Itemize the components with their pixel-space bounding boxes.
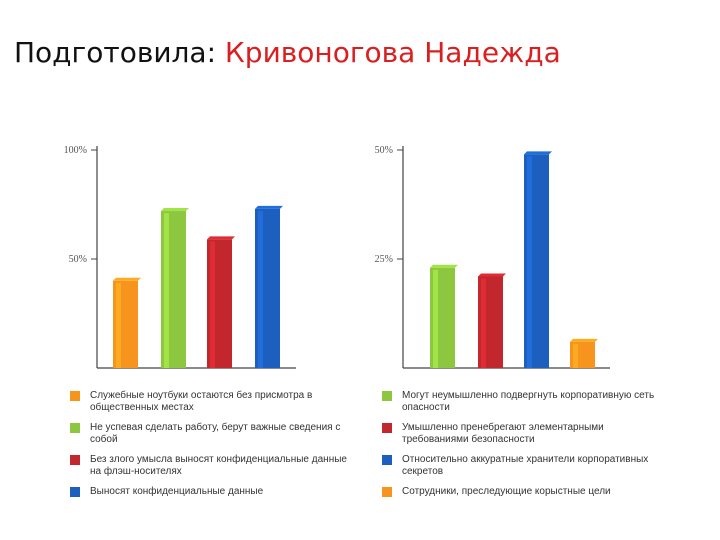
right-bar-top: [570, 338, 598, 342]
legend-item: Без злого умысла выносят конфиденциальны…: [70, 454, 352, 478]
legend-swatch: [70, 455, 80, 465]
right-y-tick-label: 25%: [375, 254, 393, 265]
left-bar-highlight: [164, 213, 169, 368]
legend-swatch: [382, 423, 392, 433]
legend-item: Относительно аккуратные хранители корпор…: [382, 454, 664, 478]
legend-label: Служебные ноутбуки остаются без присмотр…: [90, 390, 313, 413]
legend-label: Не успевая сделать работу, берут важные …: [90, 422, 341, 445]
left-bar-2: [161, 208, 189, 368]
left-y-tick-label: 50%: [69, 254, 87, 265]
legend-label: Выносят конфиденциальные данные: [90, 486, 264, 497]
left-bar-top: [255, 205, 283, 209]
legend-item: Выносят конфиденциальные данные: [70, 486, 352, 498]
page-title: Подготовила: Кривоногова Надежда: [14, 36, 714, 69]
left-bar-highlight: [210, 241, 215, 368]
right-bar-1: [430, 264, 458, 368]
right-chart-legend: Могут неумышленно подвергнуть корпоратив…: [382, 388, 682, 508]
title-prefix: Подготовила:: [14, 36, 217, 69]
left-bar-highlight: [116, 282, 121, 368]
legend-label: Без злого умысла выносят конфиденциальны…: [90, 454, 347, 477]
legend-item: Умышленно пренебрегают элементарными тре…: [382, 422, 664, 446]
author-name: Кривоногова Надежда: [224, 36, 561, 69]
legend-item: Не успевая сделать работу, берут важные …: [70, 422, 352, 446]
legend-swatch: [70, 487, 80, 497]
left-bar-top: [207, 236, 235, 240]
left-chart-legend: Служебные ноутбуки остаются без присмотр…: [70, 388, 360, 508]
legend-item: Могут неумышленно подвергнуть корпоратив…: [382, 390, 664, 414]
left-bar-1: [113, 277, 141, 368]
legend-swatch: [382, 391, 392, 401]
legend-swatch: [70, 423, 80, 433]
left-y-tick-label: 100%: [64, 145, 87, 156]
legend-label: Умышленно пренебрегают элементарными тре…: [402, 422, 604, 445]
left-bar-top: [113, 277, 141, 281]
legend-item: Сотрудники, преследующие корыстные цели: [382, 486, 664, 498]
right-bar-2: [478, 273, 506, 368]
right-bar-top: [524, 151, 552, 155]
right-y-tick-label: 50%: [375, 145, 393, 156]
legend-swatch: [382, 487, 392, 497]
legend-label: Относительно аккуратные хранители корпор…: [402, 454, 649, 477]
legend-swatch: [382, 455, 392, 465]
right-bar-highlight: [527, 156, 532, 368]
right-bar-highlight: [481, 278, 486, 368]
legend-label: Могут неумышленно подвергнуть корпоратив…: [402, 390, 655, 413]
legend-item: Служебные ноутбуки остаются без присмотр…: [70, 390, 352, 414]
left-bar-3: [207, 236, 235, 368]
left-bar-4: [255, 205, 283, 368]
right-bar-top: [430, 264, 458, 268]
right-bar-highlight: [573, 343, 578, 368]
right-bar-top: [478, 273, 506, 277]
left-bar-top: [161, 208, 189, 212]
legend-swatch: [70, 391, 80, 401]
left-bar-highlight: [258, 210, 263, 368]
legend-label: Сотрудники, преследующие корыстные цели: [402, 486, 611, 497]
right-bar-4: [570, 338, 598, 368]
right-bar-highlight: [433, 269, 438, 368]
right-bar-3: [524, 151, 552, 368]
